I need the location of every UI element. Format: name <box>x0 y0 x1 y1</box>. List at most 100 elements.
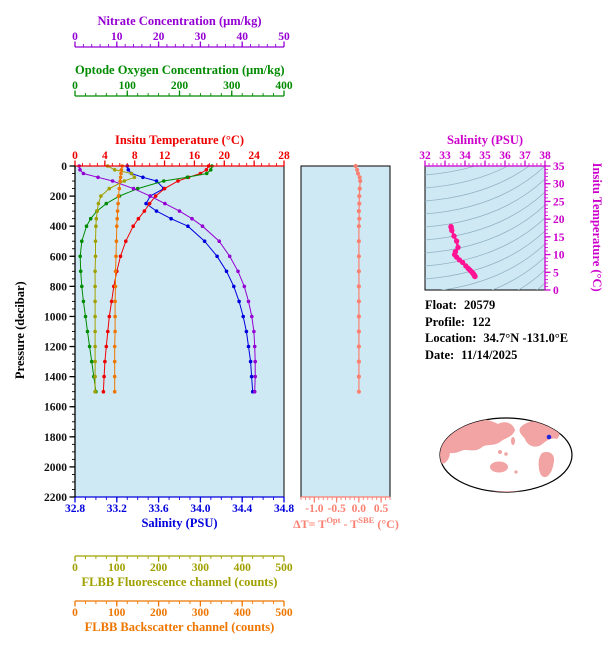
ts-x-axis: 32 33 34 35 36 37 38 <box>419 150 551 167</box>
info-row: Date: 11/14/2025 <box>425 347 568 364</box>
svg-text:0: 0 <box>553 285 559 297</box>
svg-text:0.5: 0.5 <box>374 503 389 515</box>
svg-text:2200: 2200 <box>44 492 67 504</box>
svg-text:100: 100 <box>119 80 137 92</box>
svg-text:38: 38 <box>539 150 551 162</box>
svg-text:24: 24 <box>248 150 260 162</box>
delta-title-part: - T <box>340 517 359 531</box>
series-nitrate <box>77 164 257 394</box>
svg-text:16: 16 <box>189 150 201 162</box>
info-label: Location: <box>425 331 477 345</box>
axis-title-oxygen: Optode Oxygen Concentration (μm/kg) <box>75 63 285 77</box>
info-label: Float: <box>425 298 457 312</box>
svg-text:33.6: 33.6 <box>149 503 169 515</box>
svg-text:34.8: 34.8 <box>274 503 294 515</box>
svg-text:5: 5 <box>553 267 559 279</box>
delta-title-sup: Opt <box>326 515 341 525</box>
svg-text:1400: 1400 <box>44 372 67 384</box>
svg-text:40: 40 <box>236 31 248 43</box>
svg-text:800: 800 <box>50 281 68 293</box>
series-temperature <box>101 164 211 394</box>
svg-text:0: 0 <box>72 150 78 162</box>
svg-text:50: 50 <box>278 31 290 43</box>
svg-text:2000: 2000 <box>44 462 67 474</box>
svg-text:33.2: 33.2 <box>107 503 127 515</box>
svg-text:4: 4 <box>102 150 108 162</box>
svg-text:400: 400 <box>50 221 68 233</box>
x-axis-fluorescence: 0 100 200 300 400 500 <box>72 555 293 574</box>
info-value: 122 <box>472 314 491 329</box>
x-axis-nitrate: 0 10 20 30 40 50 <box>72 31 290 48</box>
svg-text:35: 35 <box>553 161 565 173</box>
axis-title-salinity: Salinity (PSU) <box>141 516 218 530</box>
svg-text:30: 30 <box>553 179 565 191</box>
svg-text:0: 0 <box>61 161 67 173</box>
delta-axis-title: ΔT= TOpt - TSBE (°C) <box>285 515 407 532</box>
svg-text:400: 400 <box>234 562 252 574</box>
svg-text:0: 0 <box>72 31 78 43</box>
svg-text:15: 15 <box>553 232 565 244</box>
svg-text:34.4: 34.4 <box>232 503 252 515</box>
x-axis-backscatter: 0 100 200 300 400 500 <box>72 600 293 619</box>
info-label: Profile: <box>425 314 466 329</box>
svg-text:-0.5: -0.5 <box>327 503 345 515</box>
info-value: 34.7°N -131.0°E <box>483 331 569 345</box>
delta-plot-area <box>300 165 391 498</box>
svg-text:32.8: 32.8 <box>65 503 85 515</box>
svg-text:20: 20 <box>219 150 231 162</box>
svg-text:-1.0: -1.0 <box>305 503 323 515</box>
svg-text:300: 300 <box>223 80 241 92</box>
x-axis-salinity: 32.8 33.2 33.6 34.0 34.4 34.8 <box>65 496 294 515</box>
delta-series <box>353 163 363 394</box>
svg-text:1800: 1800 <box>44 432 67 444</box>
svg-text:200: 200 <box>50 191 68 203</box>
info-row: Float: 20579 <box>425 297 568 314</box>
svg-text:20: 20 <box>153 31 165 43</box>
ts-temperature-label: Insitu Temperature (°C) <box>590 162 605 292</box>
svg-text:12: 12 <box>159 150 171 162</box>
delta-title-part: (°C) <box>374 517 399 531</box>
y-axis-pressure: 0 200 400 600 800 1000 1200 1400 1600 1800 2000 220… <box>44 161 76 504</box>
svg-text:34: 34 <box>459 150 471 162</box>
svg-text:8: 8 <box>132 150 138 162</box>
ts-points <box>448 223 478 280</box>
delta-title-sup: SBE <box>358 515 375 525</box>
ts-y-axis: 0 5 10 15 20 25 30 35 <box>544 161 565 297</box>
svg-text:500: 500 <box>275 607 293 619</box>
pressure-axis-label: Pressure (decibar) <box>12 281 27 380</box>
x-axis-oxygen: 0 100 200 300 400 <box>72 80 293 97</box>
info-value: 20579 <box>463 298 496 312</box>
svg-text:200: 200 <box>171 80 189 92</box>
svg-text:300: 300 <box>192 607 210 619</box>
world-map <box>439 417 573 493</box>
svg-text:100: 100 <box>108 607 126 619</box>
svg-text:33: 33 <box>439 150 451 162</box>
svg-text:1600: 1600 <box>44 402 67 414</box>
svg-text:25: 25 <box>553 196 565 208</box>
svg-text:400: 400 <box>234 607 252 619</box>
delta-title-part: ΔT= T <box>293 517 327 531</box>
svg-text:600: 600 <box>50 251 68 263</box>
axis-title-nitrate: Nitrate Concentration (μm/kg) <box>97 14 262 28</box>
svg-text:1000: 1000 <box>44 311 67 323</box>
svg-text:0: 0 <box>72 562 78 574</box>
info-label: Date: <box>425 347 455 362</box>
ts-density-contours <box>425 166 545 290</box>
axis-title-temperature: Insitu Temperature (°C) <box>114 133 245 147</box>
info-row: Profile: 122 <box>425 314 568 331</box>
float-info: Float: 20579 Profile: 122 Location: 34.7°N … <box>425 297 568 363</box>
svg-text:500: 500 <box>275 562 293 574</box>
x-axis-temperature: 0 4 8 12 16 20 24 28 <box>72 150 290 167</box>
series-backscatter <box>112 164 124 394</box>
svg-text:30: 30 <box>195 31 207 43</box>
svg-text:0: 0 <box>72 80 78 92</box>
profile-plot-area <box>74 165 285 498</box>
info-value: 11/14/2025 <box>461 347 518 362</box>
x-axis-delta: -1.0 -0.5 0.0 0.5 <box>300 496 391 515</box>
axis-title-backscatter: FLBB Backscatter channel (counts) <box>84 620 275 634</box>
svg-text:0.0: 0.0 <box>352 503 367 515</box>
ts-axis-title: Salinity (PSU) <box>446 133 524 147</box>
svg-text:34.0: 34.0 <box>190 503 210 515</box>
svg-text:1200: 1200 <box>44 342 67 354</box>
